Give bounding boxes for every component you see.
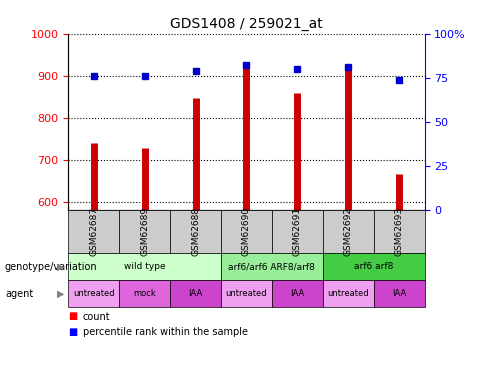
Text: mock: mock: [133, 289, 156, 298]
Title: GDS1408 / 259021_at: GDS1408 / 259021_at: [170, 17, 323, 32]
Text: GSM62692: GSM62692: [344, 207, 353, 256]
Text: ▶: ▶: [57, 262, 65, 272]
Text: ■: ■: [68, 312, 78, 321]
Text: GSM62691: GSM62691: [293, 207, 302, 256]
Text: GSM62688: GSM62688: [191, 207, 200, 256]
Text: untreated: untreated: [225, 289, 267, 298]
Text: arf6 arf8: arf6 arf8: [354, 262, 393, 271]
Text: GSM62690: GSM62690: [242, 207, 251, 256]
Text: genotype/variation: genotype/variation: [5, 262, 98, 272]
Text: ▶: ▶: [57, 289, 65, 298]
Text: untreated: untreated: [73, 289, 115, 298]
Text: arf6/arf6 ARF8/arf8: arf6/arf6 ARF8/arf8: [228, 262, 315, 271]
Text: count: count: [83, 312, 111, 321]
Text: untreated: untreated: [327, 289, 369, 298]
Text: IAA: IAA: [188, 289, 203, 298]
Text: GSM62687: GSM62687: [89, 207, 98, 256]
Text: wild type: wild type: [124, 262, 165, 271]
Text: IAA: IAA: [392, 289, 406, 298]
Text: agent: agent: [5, 289, 33, 298]
Text: percentile rank within the sample: percentile rank within the sample: [83, 327, 248, 337]
Text: IAA: IAA: [290, 289, 305, 298]
Text: GSM62693: GSM62693: [395, 207, 404, 256]
Text: GSM62689: GSM62689: [140, 207, 149, 256]
Text: ■: ■: [68, 327, 78, 337]
